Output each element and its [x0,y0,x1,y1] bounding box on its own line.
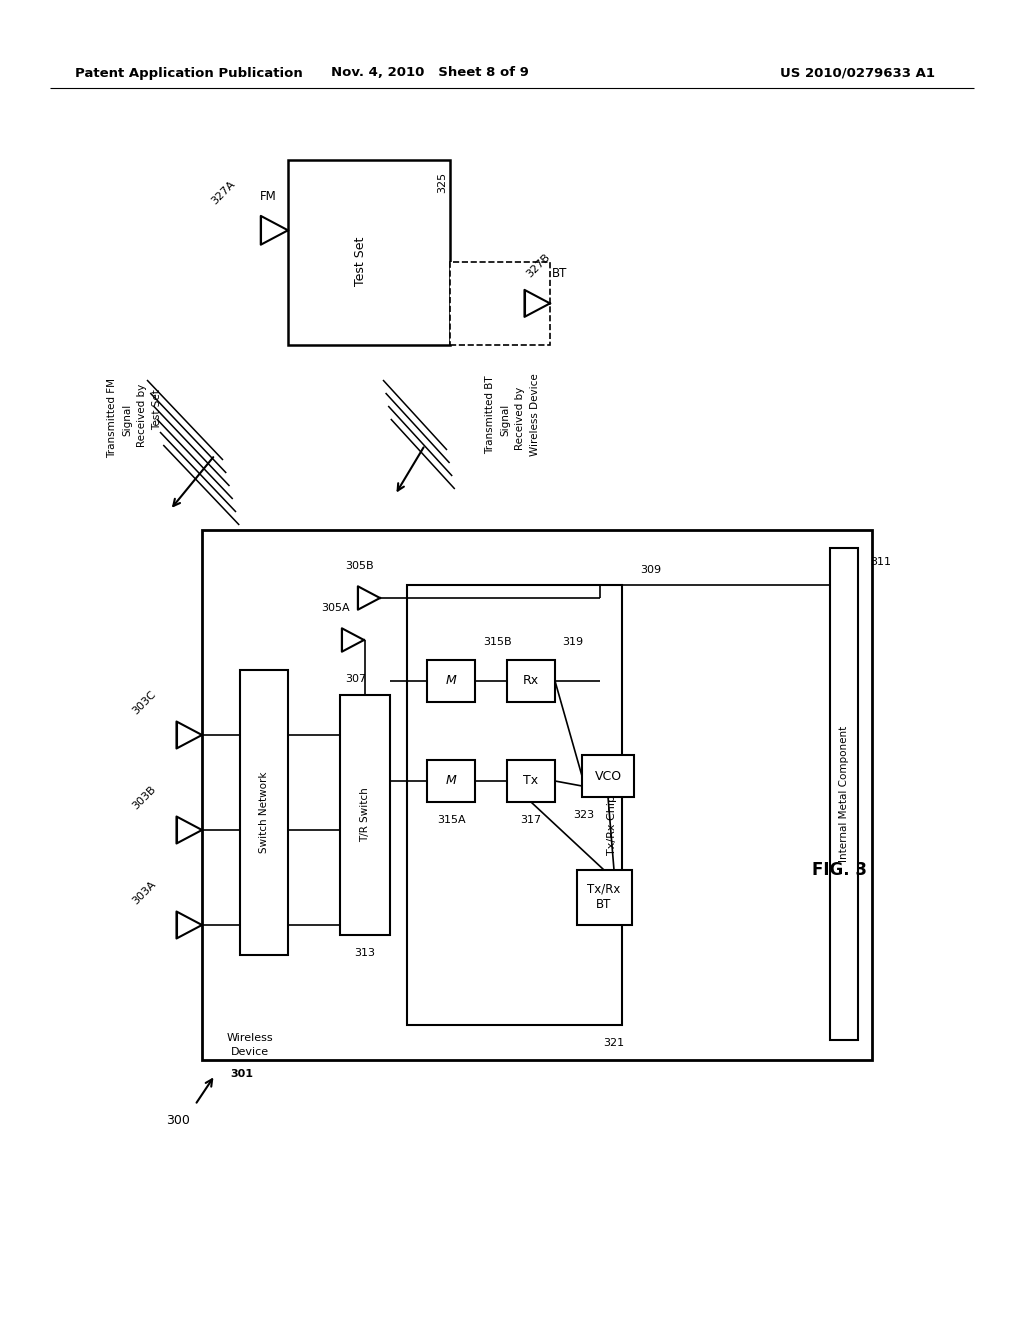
Text: 315A: 315A [436,814,465,825]
Text: FIG. 3: FIG. 3 [812,861,867,879]
Text: Signal: Signal [122,404,132,436]
Text: 300: 300 [166,1114,189,1126]
Text: Rx: Rx [523,675,539,688]
Text: 321: 321 [603,1038,625,1048]
Text: Tx/Rx: Tx/Rx [588,883,621,895]
Text: 327B: 327B [524,252,552,279]
Text: 319: 319 [562,638,584,647]
Bar [450,261,550,345]
Text: Transmitted FM: Transmitted FM [106,378,117,458]
Text: BT: BT [596,898,611,911]
Bar [577,870,632,925]
Text: VCO: VCO [595,770,622,783]
Text: BT: BT [552,267,567,280]
Bar [427,760,475,803]
Bar [507,760,555,803]
Bar [202,531,872,1060]
Text: 315B: 315B [482,638,511,647]
Bar [507,660,555,702]
Text: 325: 325 [437,172,447,193]
Bar [340,696,390,935]
Text: Patent Application Publication: Patent Application Publication [75,66,303,79]
Text: Device: Device [231,1047,269,1057]
Text: 313: 313 [354,948,376,958]
Bar [582,755,634,797]
Text: 305B: 305B [346,561,375,572]
Text: US 2010/0279633 A1: US 2010/0279633 A1 [780,66,935,79]
Text: 305A: 305A [322,603,350,612]
Bar [240,671,288,954]
Text: 317: 317 [520,814,542,825]
Bar [830,548,858,1040]
Text: FM: FM [260,190,276,203]
Text: Wireless Device: Wireless Device [530,374,540,457]
Text: Received by: Received by [515,387,525,450]
Text: 303A: 303A [130,879,158,907]
Text: Internal Metal Component: Internal Metal Component [839,726,849,862]
Text: Switch Network: Switch Network [259,771,269,853]
Text: T/R Switch: T/R Switch [360,788,370,842]
Text: Wireless: Wireless [226,1034,273,1043]
Text: 303B: 303B [130,784,158,812]
Bar [407,585,622,1026]
Text: 323: 323 [573,810,595,820]
Bar [427,660,475,702]
Text: 307: 307 [345,675,367,684]
Text: 327A: 327A [209,178,237,206]
Bar [288,160,450,345]
Text: Test Set: Test Set [152,389,162,430]
Text: Nov. 4, 2010   Sheet 8 of 9: Nov. 4, 2010 Sheet 8 of 9 [331,66,529,79]
Text: Tx/Rx Chip: Tx/Rx Chip [607,795,617,855]
Text: 311: 311 [870,557,891,568]
Text: 309: 309 [640,565,662,576]
Text: Received by: Received by [137,383,147,446]
Text: M: M [445,775,457,788]
Text: 303C: 303C [130,689,158,717]
Text: M: M [445,675,457,688]
Text: Signal: Signal [500,404,510,436]
Text: Transmitted BT: Transmitted BT [485,376,495,454]
Text: Tx: Tx [523,775,539,788]
Text: Test Set: Test Set [354,238,368,286]
Text: 301: 301 [230,1069,254,1078]
